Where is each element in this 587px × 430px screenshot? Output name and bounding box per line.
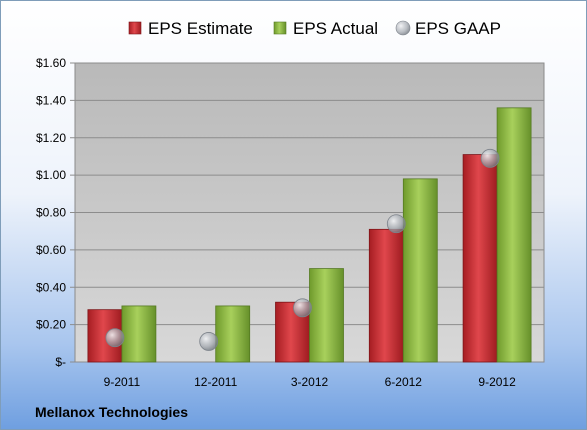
- y-tick-label: $0.60: [36, 243, 66, 257]
- x-tick-label: 9-2012: [478, 375, 516, 389]
- y-tick-label: $1.60: [36, 56, 66, 70]
- y-tick-label: $0.80: [36, 206, 66, 220]
- y-tick-label: $0.20: [36, 318, 66, 332]
- y-tick-label: $-: [55, 355, 66, 369]
- legend-label: EPS GAAP: [415, 19, 501, 38]
- gaap-marker-6-2012: [386, 214, 406, 234]
- actual-bar-9-2011: [121, 305, 157, 363]
- gaap-marker-3-2012: [293, 298, 312, 318]
- x-tick-label: 6-2012: [385, 375, 423, 389]
- legend: EPS Estimate EPS Actual EPS GAAP: [128, 19, 501, 38]
- actual-bar-9-2012: [496, 107, 532, 363]
- y-tick-label: $0.40: [36, 280, 66, 294]
- gaap-marker-9-2012: [480, 148, 500, 168]
- actual-bar-6-2012: [402, 178, 438, 363]
- x-axis-ticks: 9-2011 12-2011 3-2012 6-2012 9-2012: [104, 375, 516, 389]
- x-tick-label: 3-2012: [291, 375, 329, 389]
- x-tick-label: 9-2011: [104, 375, 141, 389]
- estimate-bar-6-2012: [368, 228, 404, 363]
- gaap-marker-12-2011: [199, 332, 219, 351]
- actual-bar-3-2012: [309, 268, 344, 363]
- gaap-markers: [105, 148, 500, 351]
- legend-swatch-actual: [273, 21, 287, 35]
- legend-swatch-gaap: [395, 20, 411, 36]
- y-tick-label: $1.20: [36, 131, 66, 145]
- estimate-bar-9-2012: [462, 154, 498, 363]
- company-name: Mellanox Technologies: [35, 404, 188, 420]
- y-axis-ticks: $- $0.20 $0.40 $0.60 $0.80 $1.00 $1.20 $1.40 $1.…: [36, 56, 66, 369]
- actual-bar-12-2011: [215, 305, 251, 363]
- bars: [87, 107, 532, 363]
- y-tick-label: $1.00: [36, 168, 66, 182]
- y-tick-label: $1.40: [36, 93, 66, 107]
- legend-label: EPS Estimate: [148, 19, 253, 38]
- gaap-marker-9-2011: [105, 328, 125, 348]
- legend-swatch-estimate: [128, 21, 142, 35]
- legend-label: EPS Actual: [293, 19, 378, 38]
- x-tick-label: 12-2011: [194, 375, 237, 389]
